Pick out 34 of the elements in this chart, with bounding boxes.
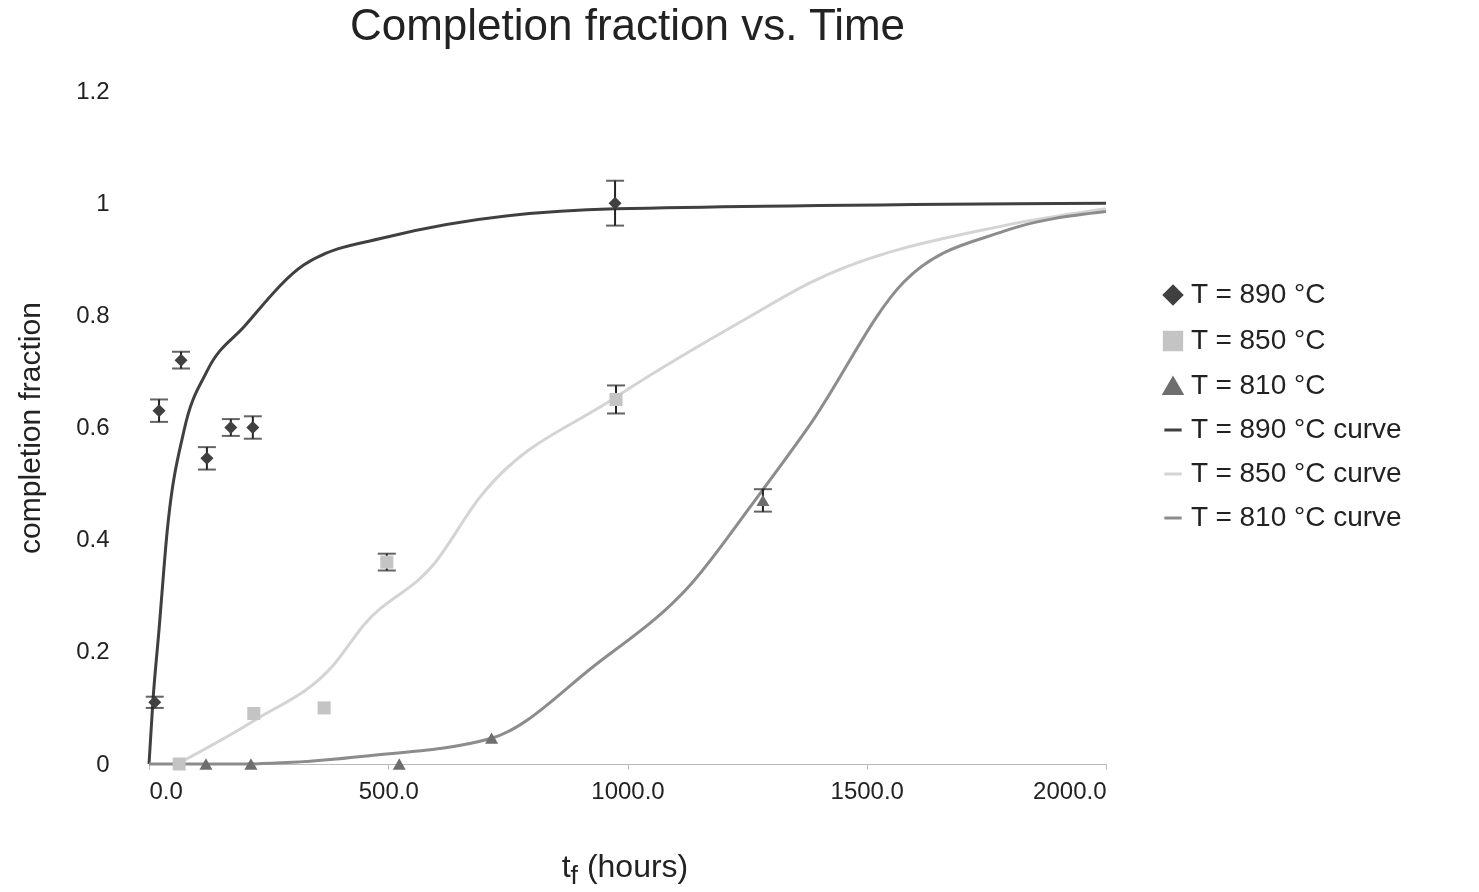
- y-tick-label: 0.2: [76, 637, 110, 665]
- x-tick-label: 1500.0: [830, 776, 904, 804]
- point: [244, 758, 258, 770]
- point: [485, 732, 499, 744]
- point: [172, 757, 186, 771]
- x-tick-label: 2000.0: [1033, 776, 1107, 804]
- legend-label: T = 890 °C: [1191, 278, 1326, 309]
- point: [199, 758, 213, 770]
- x-tick-label: 1000.0: [591, 776, 665, 804]
- point: [247, 707, 261, 721]
- point: [608, 196, 622, 210]
- point: [609, 392, 623, 406]
- y-tick-label: 0.8: [76, 300, 110, 328]
- x-axis-title: t$_{f}$ (hours): [560, 848, 690, 892]
- legend-label: T = 850 °C curve: [1191, 457, 1402, 488]
- legend-label: T = 890 °C curve: [1191, 413, 1402, 444]
- legend-label: T = 810 °C: [1191, 369, 1326, 400]
- legend-label: T = 850 °C: [1191, 324, 1326, 355]
- x-tick-label: 0.0: [149, 776, 183, 804]
- y-tick-label: 0.4: [76, 525, 110, 553]
- chart-title: Completion fraction vs. Time: [349, 0, 906, 49]
- y-tick-label: 1: [96, 188, 110, 216]
- y-tick-label: 0: [96, 749, 110, 777]
- y-tick-label: 1.2: [76, 76, 110, 104]
- point: [152, 404, 166, 418]
- x-tick-label: 500.0: [358, 776, 419, 804]
- point: [246, 420, 260, 435]
- point: [756, 494, 770, 507]
- point: [200, 451, 214, 465]
- legend-label: T = 810 °C curve: [1191, 501, 1402, 532]
- point: [317, 701, 331, 715]
- y-tick-label: 0.6: [76, 413, 110, 440]
- y-axis-title: completion fraction: [13, 302, 47, 554]
- point: [392, 758, 406, 770]
